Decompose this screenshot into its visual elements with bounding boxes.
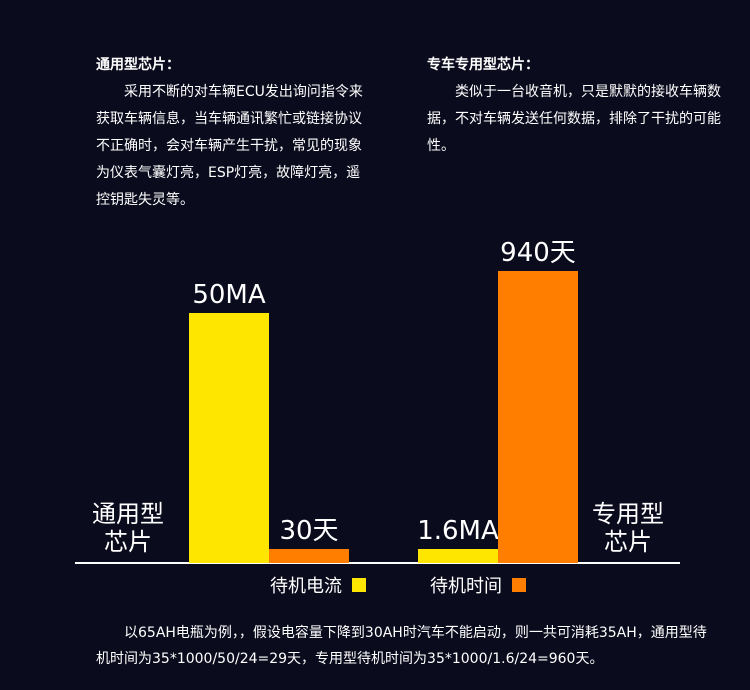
dedicated-chip-heading: 专车专用型芯片： [427,57,539,73]
calculation-footnote: 以65AH电瓶为例，，假设电容量下降到30AH时汽车不能启动，则一共可消耗35A… [96,625,707,667]
bar-time-1 [498,271,578,563]
legend-current-swatch [352,578,366,592]
legend-item-time: 待机时间 [430,572,526,598]
data-label-current-0: 50MA [192,280,266,310]
category-label-1-line-0: 专用型 [592,500,664,528]
bar-current-1 [418,549,498,563]
generic-chip-paragraph: 采用不断的对车辆ECU发出询问指令来获取车辆信息，当车辆通讯繁忙或链接协议不正确… [96,84,363,208]
bar-time-0 [269,549,349,563]
generic-chip-heading: 通用型芯片： [96,57,180,73]
legend-time-swatch [512,578,526,592]
data-label-time-1: 940天 [500,238,576,268]
generic-chip-description: 通用型芯片： 采用不断的对车辆ECU发出询问指令来获取车辆信息，当车辆通讯繁忙或… [96,52,371,214]
data-label-current-1: 1.6MA [417,516,499,546]
data-label-time-0: 30天 [279,516,338,546]
legend-current-label: 待机电流 [270,576,342,597]
category-label-1-line-1: 芯片 [604,528,652,556]
category-label-0-line-1: 芯片 [104,528,152,556]
dedicated-chip-description: 专车专用型芯片： 类似于一台收音机，只是默默的接收车辆数据，不对车辆发送任何数据… [427,52,722,160]
dedicated-chip-paragraph: 类似于一台收音机，只是默默的接收车辆数据，不对车辆发送任何数据，排除了干扰的可能… [427,84,721,154]
legend-time-label: 待机时间 [430,576,502,597]
legend-item-current: 待机电流 [270,572,366,598]
bar-current-0 [189,313,269,563]
category-label-0-line-0: 通用型 [92,500,164,528]
